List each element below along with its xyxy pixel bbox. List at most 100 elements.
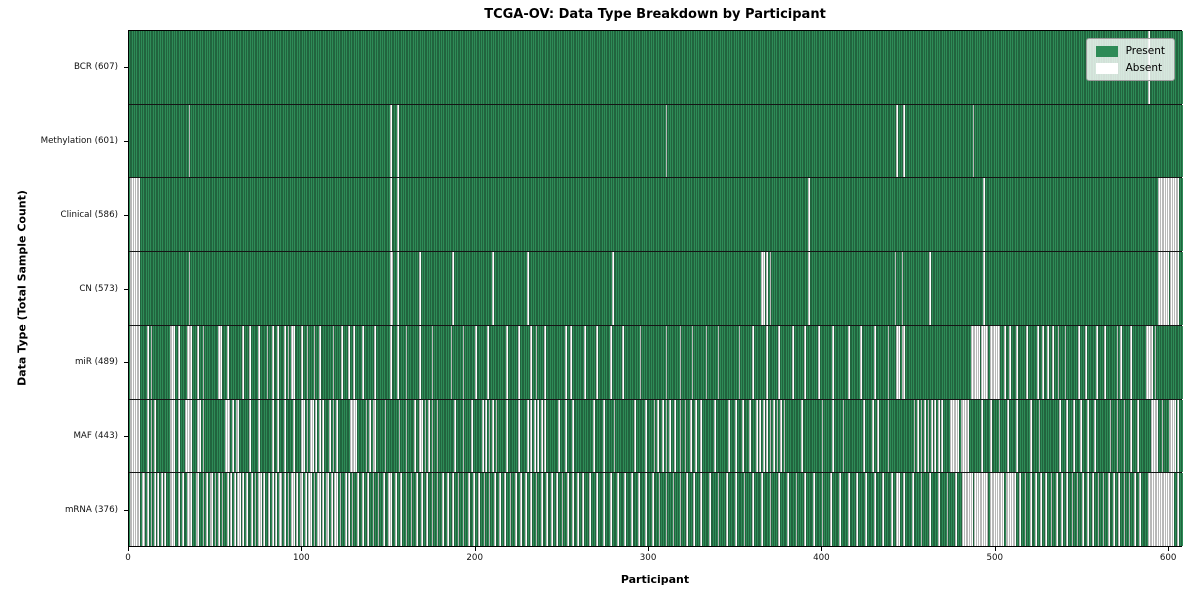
heatmap-cell xyxy=(528,31,531,104)
heatmap-cell xyxy=(145,325,148,399)
heatmap-cell xyxy=(988,473,990,547)
heatmap-cell xyxy=(965,399,968,473)
heatmap-cell xyxy=(1024,104,1027,178)
heatmap-cell xyxy=(674,178,677,252)
heatmap-cell xyxy=(424,104,427,178)
heatmap-cell xyxy=(1121,399,1124,473)
heatmap-cell xyxy=(1016,31,1018,104)
heatmap-cell xyxy=(618,399,621,473)
heatmap-cell xyxy=(131,399,134,473)
heatmap-cell xyxy=(882,252,885,325)
heatmap-cell xyxy=(577,31,579,104)
heatmap-cell xyxy=(769,31,772,104)
heatmap-cell xyxy=(1104,178,1107,252)
heatmap-cell xyxy=(1130,178,1133,252)
heatmap-cell xyxy=(403,325,406,399)
heatmap-cell xyxy=(811,399,814,473)
heatmap-cell xyxy=(523,252,526,325)
heatmap-cell xyxy=(400,252,403,325)
heatmap-cell xyxy=(670,178,673,252)
heatmap-cell xyxy=(1156,473,1159,547)
heatmap-cell xyxy=(686,104,689,178)
heatmap-cell xyxy=(1048,178,1051,252)
heatmap-cell xyxy=(943,252,945,325)
heatmap-cell xyxy=(362,31,364,104)
heatmap-cell xyxy=(478,252,481,325)
heatmap-cell xyxy=(643,31,645,104)
heatmap-cell xyxy=(620,104,623,178)
heatmap-cell xyxy=(991,104,994,178)
heatmap-cell xyxy=(271,473,274,547)
heatmap-cell xyxy=(1144,399,1147,473)
y-tick-label: Methylation (601) xyxy=(40,135,118,146)
heatmap-cell xyxy=(754,473,756,547)
heatmap-cell xyxy=(180,178,182,252)
heatmap-cell xyxy=(594,252,597,325)
heatmap-cell xyxy=(228,31,231,104)
heatmap-cell xyxy=(618,473,621,547)
heatmap-cell xyxy=(1166,178,1169,252)
heatmap-cell xyxy=(459,325,461,399)
heatmap-cell xyxy=(344,325,347,399)
heatmap-cell xyxy=(1104,325,1107,399)
heatmap-cell xyxy=(549,325,552,399)
heatmap-cell xyxy=(611,104,614,178)
heatmap-cell xyxy=(755,31,758,104)
heatmap-cell xyxy=(830,325,833,399)
heatmap-cell xyxy=(584,399,586,473)
heatmap-cell xyxy=(901,252,904,325)
heatmap-cell xyxy=(226,473,229,547)
heatmap-cell xyxy=(266,325,269,399)
heatmap-cell xyxy=(129,325,132,399)
heatmap-cell xyxy=(487,104,489,178)
heatmap-cell xyxy=(462,31,465,104)
heatmap-cell xyxy=(679,104,682,178)
heatmap-cell xyxy=(1177,325,1180,399)
heatmap-cell xyxy=(622,473,625,547)
heatmap-cell xyxy=(1061,178,1063,252)
heatmap-cell xyxy=(265,473,267,547)
heatmap-cell xyxy=(844,104,847,178)
heatmap-cell xyxy=(1114,104,1117,178)
heatmap-cell xyxy=(282,31,285,104)
heatmap-cell xyxy=(143,31,146,104)
heatmap-cell xyxy=(140,325,142,399)
heatmap-cell xyxy=(1123,325,1126,399)
heatmap-cell xyxy=(965,31,968,104)
x-tick-mark xyxy=(1168,547,1170,551)
heatmap-cell xyxy=(452,325,455,399)
heatmap-cell xyxy=(277,178,279,252)
heatmap-cell xyxy=(499,104,501,178)
heatmap-cell xyxy=(483,252,486,325)
heatmap-cell xyxy=(566,178,569,252)
heatmap-cell xyxy=(603,31,605,104)
heatmap-cell xyxy=(537,252,540,325)
heatmap-cell xyxy=(828,104,831,178)
heatmap-cell xyxy=(816,31,819,104)
heatmap-cell xyxy=(665,325,668,399)
heatmap-cell xyxy=(367,473,370,547)
heatmap-cell xyxy=(493,325,496,399)
heatmap-cell xyxy=(572,399,574,473)
heatmap-cell xyxy=(133,178,135,252)
heatmap-cell xyxy=(1180,252,1183,325)
heatmap-cell xyxy=(258,31,260,104)
heatmap-cell xyxy=(957,252,959,325)
heatmap-cell xyxy=(1175,325,1178,399)
heatmap-cell xyxy=(738,252,741,325)
heatmap-cell xyxy=(299,325,302,399)
heatmap-cell xyxy=(1146,399,1148,473)
heatmap-cell xyxy=(967,31,970,104)
heatmap-cell xyxy=(433,399,435,473)
heatmap-cell xyxy=(271,252,274,325)
heatmap-cell xyxy=(216,325,219,399)
heatmap-cell xyxy=(908,104,911,178)
heatmap-cell xyxy=(665,252,668,325)
heatmap-cell xyxy=(840,473,843,547)
heatmap-cell xyxy=(488,104,491,178)
heatmap-cell xyxy=(1177,252,1180,325)
heatmap-cell xyxy=(341,252,344,325)
heatmap-cell xyxy=(1116,104,1119,178)
heatmap-cell xyxy=(849,252,852,325)
heatmap-cell xyxy=(1172,178,1174,252)
